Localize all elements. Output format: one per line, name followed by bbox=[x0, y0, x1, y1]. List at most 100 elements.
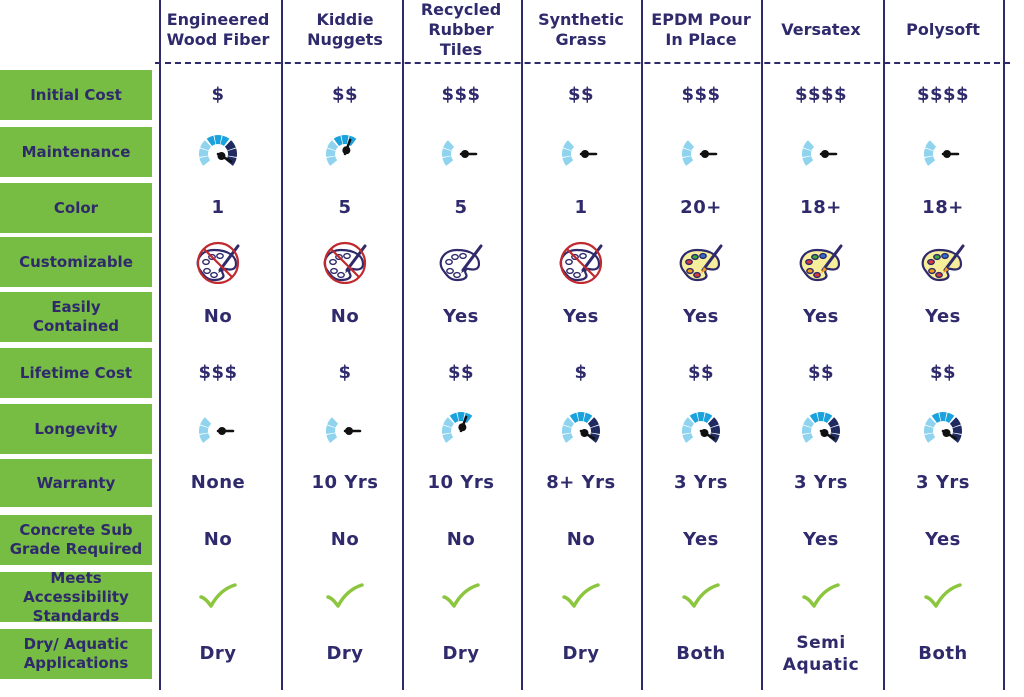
table-cell: Yes bbox=[563, 306, 599, 327]
table-cell: Yes bbox=[925, 306, 961, 327]
gauge-icon bbox=[199, 135, 237, 166]
palette-not-allowed-icon bbox=[323, 241, 367, 284]
table-cell: $ bbox=[574, 362, 588, 383]
table-cell: Dry bbox=[442, 643, 480, 664]
column-header: Polysoft bbox=[906, 20, 980, 39]
row-label: Longevity bbox=[0, 404, 152, 454]
table-cell: $$ bbox=[447, 362, 475, 383]
column-header: Engineered Wood Fiber bbox=[166, 10, 270, 49]
row-label: Concrete Sub Grade Required bbox=[0, 515, 152, 565]
row-label: Maintenance bbox=[0, 127, 152, 177]
table-cell: 20+ bbox=[680, 197, 722, 218]
gauge-cell bbox=[286, 127, 404, 177]
checkmark-icon bbox=[199, 583, 237, 608]
row-label: Initial Cost bbox=[0, 70, 152, 120]
table-cell: $ bbox=[211, 84, 225, 105]
table-cell: $$ bbox=[331, 84, 359, 105]
column-divider bbox=[883, 0, 885, 690]
gauge-cell bbox=[762, 404, 880, 454]
table-cell: $$$ bbox=[681, 84, 721, 105]
gauge-cell bbox=[762, 127, 880, 177]
gauge-icon bbox=[802, 412, 840, 443]
table-cell: 5 bbox=[338, 197, 352, 218]
gauge-cell bbox=[402, 404, 520, 454]
row-label: Color bbox=[0, 183, 152, 233]
row-label: Meets Accessibility Standards bbox=[0, 569, 152, 625]
check-cell bbox=[402, 572, 520, 622]
table-cell: 3 Yrs bbox=[916, 472, 970, 493]
palette-cell bbox=[522, 237, 640, 287]
column-header: Kiddie Nuggets bbox=[307, 10, 383, 49]
table-cell: 1 bbox=[574, 197, 588, 218]
gauge-icon bbox=[562, 412, 600, 443]
palette-cell bbox=[402, 237, 520, 287]
table-cell: Yes bbox=[683, 306, 719, 327]
table-cell: No bbox=[446, 529, 476, 550]
gauge-icon bbox=[199, 417, 235, 443]
gauge-icon bbox=[682, 412, 720, 443]
table-cell: 10 Yrs bbox=[427, 472, 495, 493]
gauge-cell bbox=[286, 404, 404, 454]
column-divider bbox=[281, 0, 283, 690]
palette-icon bbox=[799, 244, 843, 282]
table-cell: Yes bbox=[443, 306, 479, 327]
gauge-cell bbox=[159, 404, 277, 454]
header-divider bbox=[155, 62, 1010, 64]
table-cell: Yes bbox=[683, 529, 719, 550]
gauge-cell bbox=[884, 404, 1002, 454]
table-cell: $$$ bbox=[441, 84, 481, 105]
row-label: Lifetime Cost bbox=[0, 348, 152, 398]
table-cell: $$ bbox=[687, 362, 715, 383]
checkmark-icon bbox=[326, 583, 364, 608]
table-cell: $$$ bbox=[198, 362, 238, 383]
gauge-icon bbox=[326, 417, 362, 443]
column-header: EPDM Pour In Place bbox=[651, 10, 751, 49]
check-cell bbox=[762, 572, 880, 622]
gauge-icon bbox=[442, 412, 473, 443]
column-divider bbox=[159, 0, 161, 690]
gauge-cell bbox=[159, 127, 277, 177]
gauge-cell bbox=[642, 127, 760, 177]
column-header: Recycled Rubber Tiles bbox=[420, 0, 502, 59]
gauge-cell bbox=[522, 127, 640, 177]
table-cell: No bbox=[330, 529, 360, 550]
palette-icon bbox=[921, 244, 965, 282]
palette-icon bbox=[679, 244, 723, 282]
table-cell: Both bbox=[918, 643, 968, 664]
table-cell: 1 bbox=[211, 197, 225, 218]
gauge-cell bbox=[522, 404, 640, 454]
table-cell: $ bbox=[338, 362, 352, 383]
gauge-icon bbox=[924, 412, 962, 443]
table-cell: Yes bbox=[803, 529, 839, 550]
palette-icon bbox=[439, 244, 483, 282]
gauge-icon bbox=[562, 140, 598, 166]
checkmark-icon bbox=[802, 583, 840, 608]
column-divider bbox=[1003, 0, 1005, 690]
checkmark-icon bbox=[924, 583, 962, 608]
table-cell: Dry bbox=[199, 643, 237, 664]
table-cell: 8+ Yrs bbox=[546, 472, 616, 493]
check-cell bbox=[642, 572, 760, 622]
gauge-icon bbox=[924, 140, 960, 166]
table-cell: Dry bbox=[562, 643, 600, 664]
table-cell: Semi Aquatic bbox=[782, 633, 860, 675]
column-divider bbox=[641, 0, 643, 690]
gauge-cell bbox=[642, 404, 760, 454]
table-cell: 10 Yrs bbox=[311, 472, 379, 493]
table-cell: 5 bbox=[454, 197, 468, 218]
table-cell: $$ bbox=[929, 362, 957, 383]
table-cell: 18+ bbox=[922, 197, 964, 218]
gauge-cell bbox=[884, 127, 1002, 177]
palette-cell bbox=[762, 237, 880, 287]
table-cell: $$$$ bbox=[794, 84, 848, 105]
column-divider bbox=[402, 0, 404, 690]
checkmark-icon bbox=[442, 583, 480, 608]
checkmark-icon bbox=[682, 583, 720, 608]
table-cell: 3 Yrs bbox=[794, 472, 848, 493]
table-cell: Yes bbox=[803, 306, 839, 327]
check-cell bbox=[522, 572, 640, 622]
gauge-icon bbox=[802, 140, 838, 166]
column-divider bbox=[521, 0, 523, 690]
check-cell bbox=[884, 572, 1002, 622]
